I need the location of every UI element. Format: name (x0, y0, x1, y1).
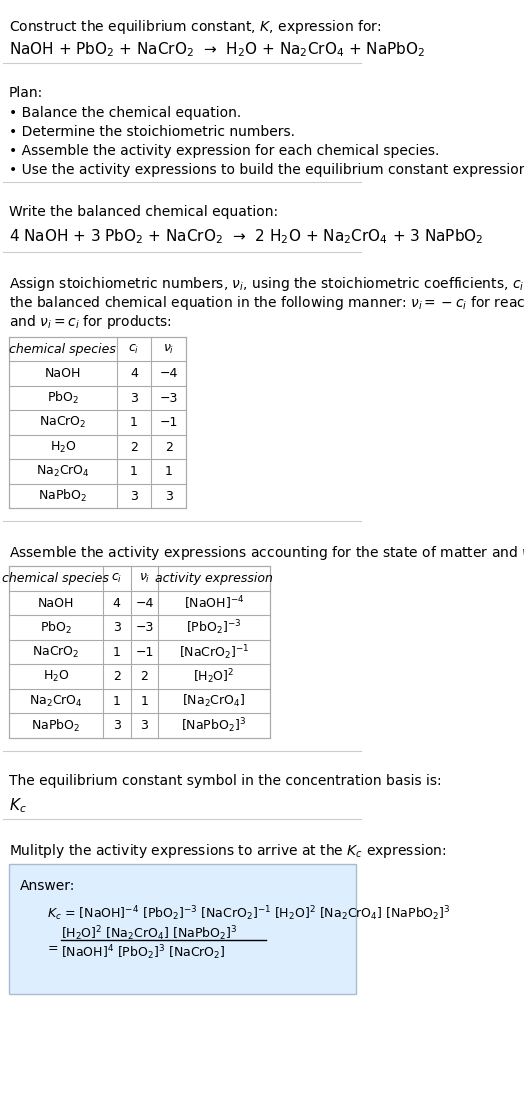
Text: Answer:: Answer: (19, 879, 75, 893)
Text: NaOH: NaOH (38, 597, 74, 610)
Text: 3: 3 (130, 392, 138, 405)
Text: PbO$_2$: PbO$_2$ (40, 620, 72, 636)
Text: the balanced chemical equation in the following manner: $\nu_i = -c_i$ for react: the balanced chemical equation in the fo… (9, 294, 524, 312)
FancyBboxPatch shape (9, 566, 269, 738)
Text: $c_i$: $c_i$ (111, 573, 122, 586)
Text: $K_c$ = [NaOH]$^{-4}$ [PbO$_2$]$^{-3}$ [NaCrO$_2$]$^{-1}$ [H$_2$O]$^2$ [Na$_2$Cr: $K_c$ = [NaOH]$^{-4}$ [PbO$_2$]$^{-3}$ [… (47, 904, 451, 923)
Text: 3: 3 (113, 720, 121, 733)
Text: −3: −3 (160, 392, 178, 405)
Text: $c_i$: $c_i$ (128, 342, 140, 355)
Text: chemical species: chemical species (3, 573, 110, 586)
Text: Na$_2$CrO$_4$: Na$_2$CrO$_4$ (36, 464, 90, 479)
Text: NaOH + PbO$_2$ + NaCrO$_2$  →  H$_2$O + Na$_2$CrO$_4$ + NaPbO$_2$: NaOH + PbO$_2$ + NaCrO$_2$ → H$_2$O + Na… (9, 39, 425, 59)
Text: and $\nu_i = c_i$ for products:: and $\nu_i = c_i$ for products: (9, 313, 172, 331)
Text: Mulitply the activity expressions to arrive at the $K_c$ expression:: Mulitply the activity expressions to arr… (9, 842, 446, 860)
Text: • Balance the chemical equation.: • Balance the chemical equation. (9, 106, 241, 120)
Text: [Na$_2$CrO$_4$]: [Na$_2$CrO$_4$] (182, 693, 246, 710)
Text: 4 NaOH + 3 PbO$_2$ + NaCrO$_2$  →  2 H$_2$O + Na$_2$CrO$_4$ + 3 NaPbO$_2$: 4 NaOH + 3 PbO$_2$ + NaCrO$_2$ → 2 H$_2$… (9, 227, 484, 246)
Text: =: = (47, 942, 58, 955)
Text: activity expression: activity expression (155, 573, 273, 586)
FancyBboxPatch shape (9, 864, 356, 994)
Text: NaCrO$_2$: NaCrO$_2$ (32, 645, 80, 659)
Text: • Determine the stoichiometric numbers.: • Determine the stoichiometric numbers. (9, 125, 295, 139)
Text: 1: 1 (113, 694, 121, 708)
Text: −1: −1 (135, 646, 154, 659)
Text: 1: 1 (130, 416, 138, 429)
Text: [H$_2$O]$^2$: [H$_2$O]$^2$ (193, 667, 235, 686)
Text: 1: 1 (140, 694, 148, 708)
Text: NaOH: NaOH (45, 367, 81, 381)
Text: 1: 1 (130, 465, 138, 478)
Text: $\nu_i$: $\nu_i$ (139, 573, 150, 586)
Text: −4: −4 (160, 367, 178, 381)
Text: H$_2$O: H$_2$O (42, 669, 69, 685)
Text: 3: 3 (140, 720, 148, 733)
Text: Na$_2$CrO$_4$: Na$_2$CrO$_4$ (29, 693, 83, 709)
Text: $\nu_i$: $\nu_i$ (163, 342, 174, 355)
Text: Write the balanced chemical equation:: Write the balanced chemical equation: (9, 205, 278, 219)
Text: Assign stoichiometric numbers, $\nu_i$, using the stoichiometric coefficients, $: Assign stoichiometric numbers, $\nu_i$, … (9, 275, 524, 293)
FancyBboxPatch shape (9, 337, 186, 509)
Text: 2: 2 (130, 441, 138, 454)
Text: • Use the activity expressions to build the equilibrium constant expression.: • Use the activity expressions to build … (9, 163, 524, 177)
Text: Plan:: Plan: (9, 86, 43, 100)
Text: 3: 3 (165, 489, 173, 502)
Text: −4: −4 (135, 597, 154, 610)
Text: 2: 2 (113, 670, 121, 683)
Text: 1: 1 (165, 465, 173, 478)
Text: [NaOH]$^4$ [PbO$_2$]$^3$ [NaCrO$_2$]: [NaOH]$^4$ [PbO$_2$]$^3$ [NaCrO$_2$] (61, 943, 226, 962)
Text: [NaPbO$_2$]$^3$: [NaPbO$_2$]$^3$ (181, 716, 246, 735)
Text: −3: −3 (135, 621, 154, 634)
Text: PbO$_2$: PbO$_2$ (47, 391, 79, 406)
Text: The equilibrium constant symbol in the concentration basis is:: The equilibrium constant symbol in the c… (9, 774, 442, 788)
Text: 2: 2 (165, 441, 173, 454)
Text: $K_c$: $K_c$ (9, 796, 27, 815)
Text: Assemble the activity expressions accounting for the state of matter and $\nu_i$: Assemble the activity expressions accoun… (9, 544, 524, 563)
Text: [PbO$_2$]$^{-3}$: [PbO$_2$]$^{-3}$ (186, 619, 242, 637)
Text: [NaCrO$_2$]$^{-1}$: [NaCrO$_2$]$^{-1}$ (179, 643, 249, 661)
Text: H$_2$O: H$_2$O (50, 440, 76, 455)
Text: NaCrO$_2$: NaCrO$_2$ (39, 415, 86, 430)
Text: 3: 3 (130, 489, 138, 502)
Text: −1: −1 (160, 416, 178, 429)
Text: [H$_2$O]$^2$ [Na$_2$CrO$_4$] [NaPbO$_2$]$^3$: [H$_2$O]$^2$ [Na$_2$CrO$_4$] [NaPbO$_2$]… (61, 924, 237, 942)
Text: 4: 4 (113, 597, 121, 610)
Text: chemical species: chemical species (9, 342, 116, 355)
Text: 2: 2 (140, 670, 148, 683)
Text: NaPbO$_2$: NaPbO$_2$ (31, 717, 81, 734)
Text: Construct the equilibrium constant, $K$, expression for:: Construct the equilibrium constant, $K$,… (9, 18, 381, 36)
Text: 4: 4 (130, 367, 138, 381)
Text: • Assemble the activity expression for each chemical species.: • Assemble the activity expression for e… (9, 144, 440, 158)
Text: 3: 3 (113, 621, 121, 634)
Text: NaPbO$_2$: NaPbO$_2$ (38, 488, 88, 505)
Text: [NaOH]$^{-4}$: [NaOH]$^{-4}$ (184, 595, 244, 612)
Text: 1: 1 (113, 646, 121, 659)
